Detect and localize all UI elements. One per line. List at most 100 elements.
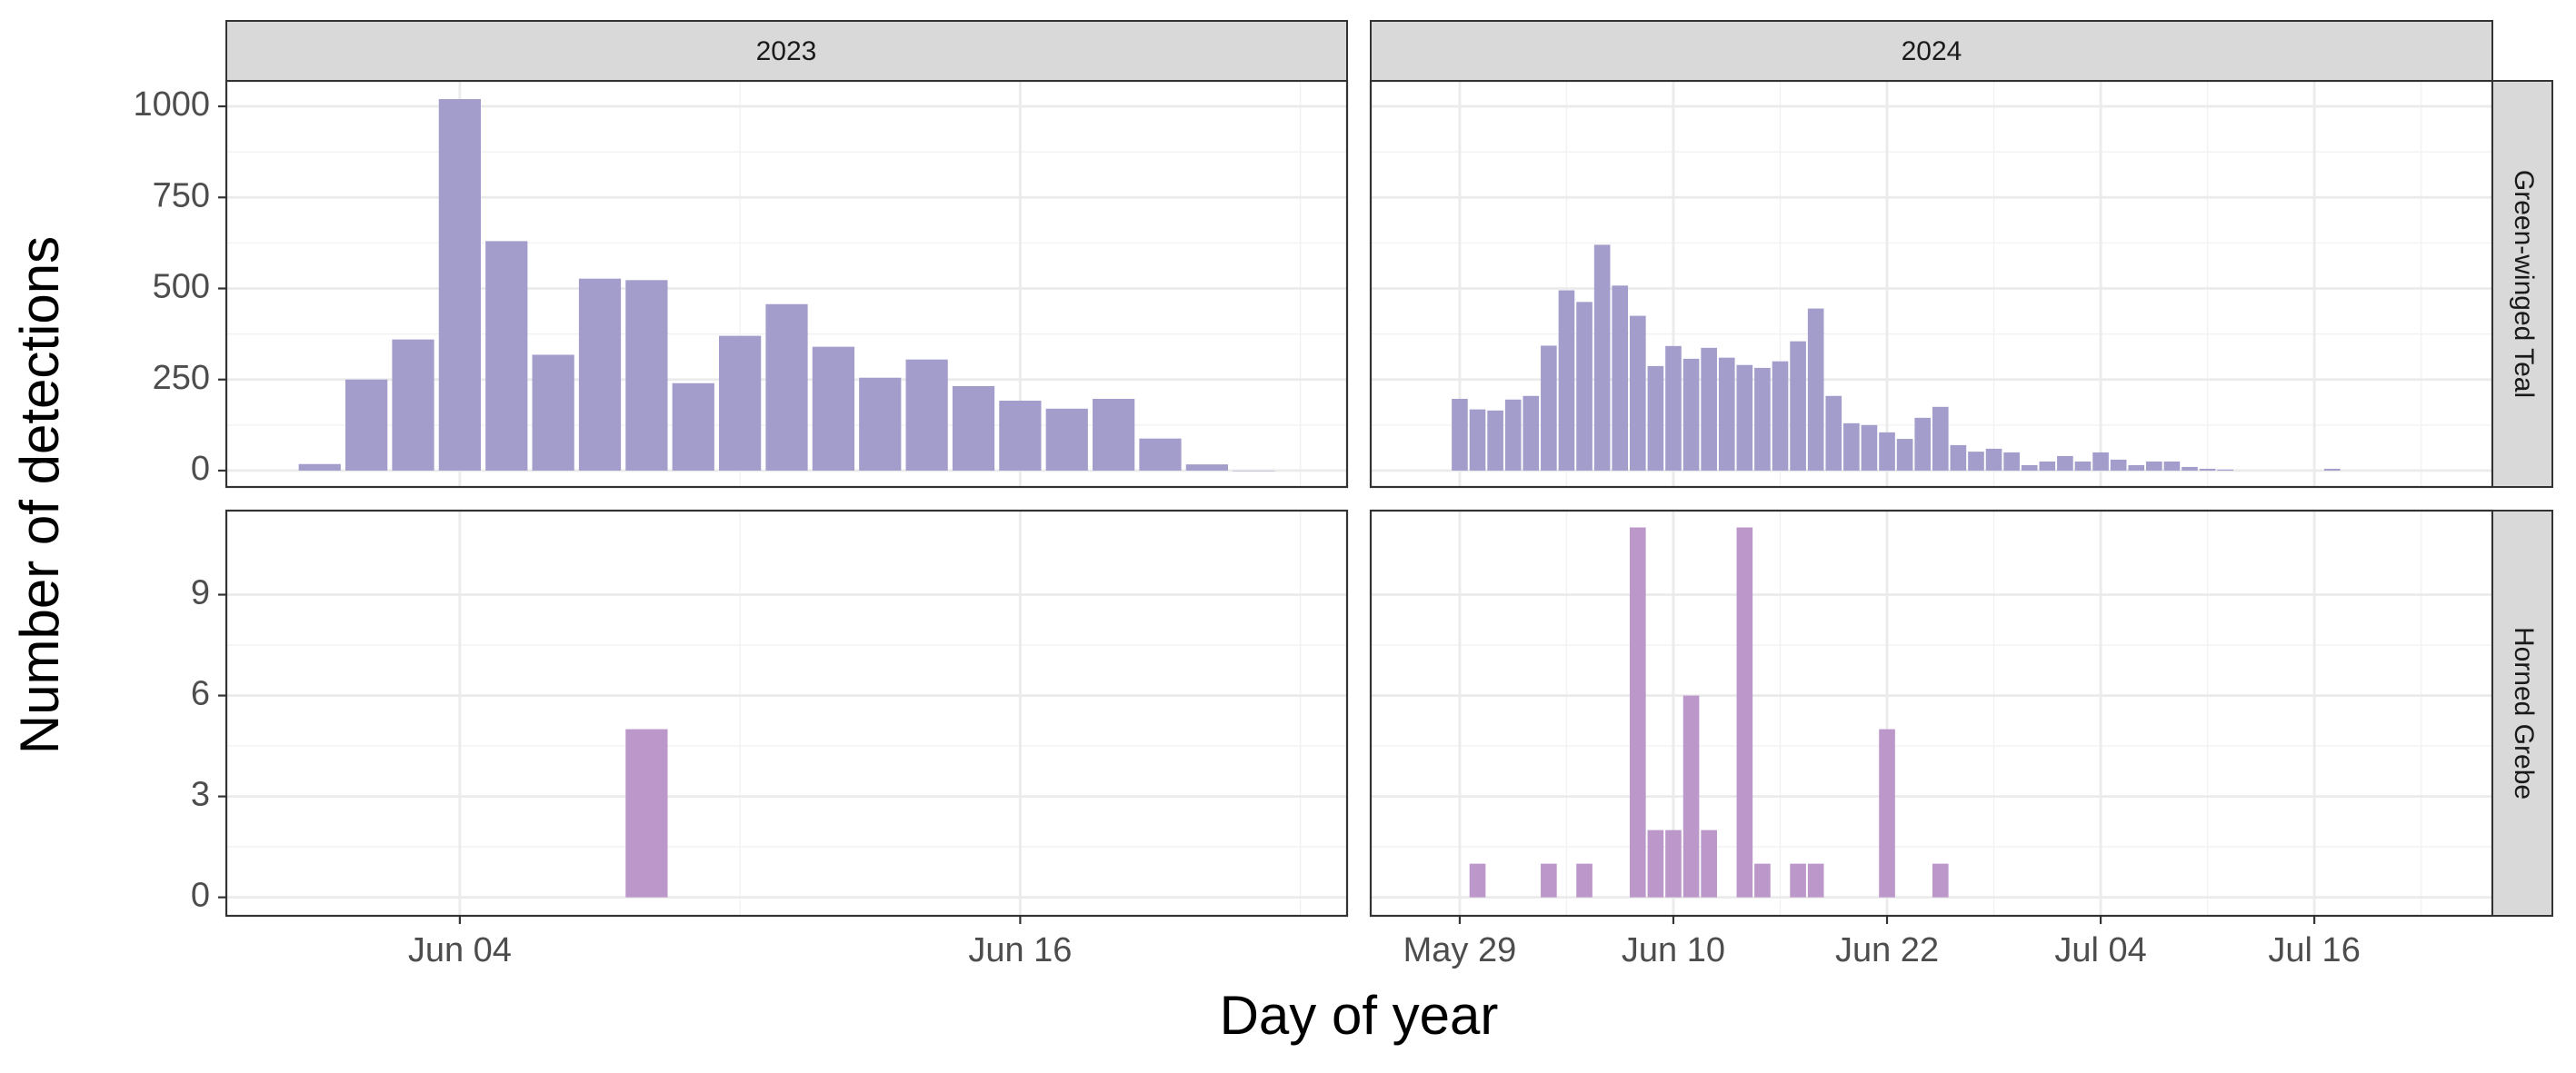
x-axis-2024: May 29 Jun 10 Jun 22 Jul 04 Jul 16 xyxy=(1403,916,2361,969)
bar-2024-green-winged-teal-2024-05-30 xyxy=(1469,409,1486,471)
bar-2024-green-winged-teal-2024-06-13 xyxy=(1718,357,1735,471)
y-tick-label: 3 xyxy=(191,776,210,814)
panel-2023-horned-grebe xyxy=(225,509,1349,918)
bar-2024-green-winged-teal-2024-06-16 xyxy=(1772,361,1789,471)
bar-2023-green-winged-teal-2023-06-20 xyxy=(1185,464,1228,471)
bar-2024-green-winged-teal-2024-06-29 xyxy=(2003,452,2020,471)
x-tick-label: Jul 04 xyxy=(2054,931,2146,969)
bar-2024-green-winged-teal-2024-06-26 xyxy=(1950,444,1967,471)
y-tick-label: 0 xyxy=(191,877,210,915)
bar-2023-green-winged-teal-2023-06-05 xyxy=(485,241,528,471)
bar-2024-green-winged-teal-2024-06-11 xyxy=(1682,358,1700,471)
x-axis-2023: Jun 04 Jun 16 xyxy=(408,916,1072,969)
bar-2024-green-winged-teal-2024-06-03 xyxy=(1541,345,1557,471)
strip-top-2023: 2023 xyxy=(225,20,1348,82)
bar-2024-green-winged-teal-2024-06-30 xyxy=(2021,464,2038,471)
panel-border xyxy=(225,509,1349,918)
bar-2024-horned-grebe-2024-06-05 xyxy=(1576,863,1593,898)
x-tick-label: Jun 04 xyxy=(408,931,512,969)
bar-2024-green-winged-teal-2024-07-10 xyxy=(2199,468,2216,471)
bar-2024-green-winged-teal-2024-07-06 xyxy=(2128,464,2145,471)
strip-right-horned-grebe: Horned Grebe xyxy=(2491,510,2553,917)
bar-2023-green-winged-teal-2023-06-07 xyxy=(578,278,622,471)
bar-2023-green-winged-teal-2023-06-18 xyxy=(1093,398,1135,471)
bar-2024-green-winged-teal-2024-06-18 xyxy=(1807,308,1824,471)
bar-2024-green-winged-teal-2024-07-01 xyxy=(2039,461,2056,471)
bar-2024-green-winged-teal-2024-07-17 xyxy=(2323,468,2341,471)
bar-2024-horned-grebe-2024-06-12 xyxy=(1701,830,1717,898)
y-tick-label: 500 xyxy=(153,268,210,306)
bar-2024-green-winged-teal-2024-05-31 xyxy=(1487,410,1503,471)
strip-label-2024: 2024 xyxy=(1902,36,1962,66)
bar-2024-green-winged-teal-2024-06-23 xyxy=(1896,439,1913,471)
bar-2023-green-winged-teal-2023-06-01 xyxy=(298,463,341,471)
bar-2023-green-winged-teal-2023-06-10 xyxy=(719,335,762,471)
y-tick-label: 250 xyxy=(153,359,210,397)
bar-2024-green-winged-teal-2024-06-10 xyxy=(1665,345,1682,471)
bar-2023-green-winged-teal-2023-06-02 xyxy=(345,379,388,471)
bar-2024-green-winged-teal-2024-06-02 xyxy=(1523,395,1540,471)
bar-2024-green-winged-teal-2024-07-09 xyxy=(2182,466,2198,471)
strip-top-2024: 2024 xyxy=(1370,20,2493,82)
bar-2024-horned-grebe-2024-06-11 xyxy=(1682,695,1700,898)
panel-2024-horned-grebe xyxy=(1369,509,2494,918)
y-axis-horned-grebe: 0 3 6 9 xyxy=(191,574,226,915)
bar-2024-green-winged-teal-2024-06-20 xyxy=(1843,422,1860,471)
panel-2024-green-winged-teal xyxy=(1369,79,2494,489)
bar-2024-green-winged-teal-2024-07-05 xyxy=(2110,459,2127,471)
y-tick-label: 6 xyxy=(191,675,210,713)
bar-2024-horned-grebe-2024-06-10 xyxy=(1665,830,1682,898)
bar-2024-green-winged-teal-2024-06-25 xyxy=(1932,406,1949,471)
bar-2024-green-winged-teal-2024-07-03 xyxy=(2074,461,2092,471)
bar-2024-green-winged-teal-2024-06-28 xyxy=(1985,448,2002,471)
x-tick-label: Jun 22 xyxy=(1835,931,1939,969)
strips-layer: 2023 2024 Green-winged Teal Horned Grebe xyxy=(225,20,2553,917)
bar-2024-green-winged-teal-2024-06-27 xyxy=(1968,452,1984,471)
bar-2024-horned-grebe-2024-06-15 xyxy=(1754,863,1771,898)
bar-2023-green-winged-teal-2023-06-04 xyxy=(438,99,481,471)
bar-2023-green-winged-teal-2023-06-14 xyxy=(905,359,948,471)
bar-2023-green-winged-teal-2023-06-16 xyxy=(999,400,1042,471)
bar-2023-green-winged-teal-2023-06-15 xyxy=(952,385,995,471)
bar-2024-horned-grebe-2024-06-09 xyxy=(1647,830,1664,898)
bar-2023-horned-grebe-2023-06-08 xyxy=(625,729,668,898)
bar-2024-green-winged-teal-2024-06-04 xyxy=(1558,290,1575,471)
x-tick-label: Jul 16 xyxy=(2268,931,2360,969)
bar-2023-green-winged-teal-2023-06-19 xyxy=(1139,438,1182,471)
bar-2024-green-winged-teal-2024-06-12 xyxy=(1701,347,1717,471)
strip-label-horned-grebe: Horned Grebe xyxy=(2509,627,2539,800)
bar-2024-green-winged-teal-2024-06-08 xyxy=(1629,315,1646,471)
x-axis-title: Day of year xyxy=(1220,985,1499,1046)
bar-2024-green-winged-teal-2024-05-29 xyxy=(1452,398,1468,471)
bar-2023-green-winged-teal-2023-06-03 xyxy=(392,339,434,471)
y-axis-title: Number of detections xyxy=(9,236,70,754)
strip-label-green-winged-teal: Green-winged Teal xyxy=(2509,170,2539,398)
panel-2023-green-winged-teal xyxy=(225,79,1349,489)
x-tick-label: May 29 xyxy=(1403,931,1517,969)
bar-2024-green-winged-teal-2024-07-04 xyxy=(2092,452,2109,471)
bar-2024-green-winged-teal-2024-06-06 xyxy=(1593,244,1611,471)
axes-layer: 0 250 500 750 1000 0 3 6 9 Jun 04 Jun 16 May 29 Jun … xyxy=(133,85,2360,969)
bar-2024-horned-grebe-2024-06-22 xyxy=(1879,729,1895,898)
y-tick-label: 750 xyxy=(153,176,210,214)
bar-2024-green-winged-teal-2024-06-01 xyxy=(1504,399,1522,471)
y-tick-label: 9 xyxy=(191,574,210,612)
strip-right-green-winged-teal: Green-winged Teal xyxy=(2491,80,2553,488)
x-tick-label: Jun 10 xyxy=(1622,931,1725,969)
bar-2024-green-winged-teal-2024-06-07 xyxy=(1612,285,1629,471)
bar-2024-green-winged-teal-2024-06-21 xyxy=(1861,424,1878,471)
y-tick-label: 1000 xyxy=(133,85,210,124)
bar-2023-green-winged-teal-2023-06-21 xyxy=(1233,470,1275,472)
bar-2024-horned-grebe-2024-06-03 xyxy=(1541,863,1557,898)
bar-2024-horned-grebe-2024-06-25 xyxy=(1932,863,1949,898)
bar-2024-green-winged-teal-2024-07-02 xyxy=(2057,455,2073,471)
bar-2024-green-winged-teal-2024-06-22 xyxy=(1879,432,1895,471)
bar-2023-green-winged-teal-2023-06-11 xyxy=(765,303,808,471)
y-axis-green-winged-teal: 0 250 500 750 1000 xyxy=(133,85,226,488)
bar-2024-horned-grebe-2024-05-30 xyxy=(1469,863,1486,898)
bar-2024-horned-grebe-2024-06-18 xyxy=(1807,863,1824,898)
bar-2024-green-winged-teal-2024-06-09 xyxy=(1647,365,1664,471)
bar-2024-green-winged-teal-2024-06-17 xyxy=(1790,341,1806,471)
